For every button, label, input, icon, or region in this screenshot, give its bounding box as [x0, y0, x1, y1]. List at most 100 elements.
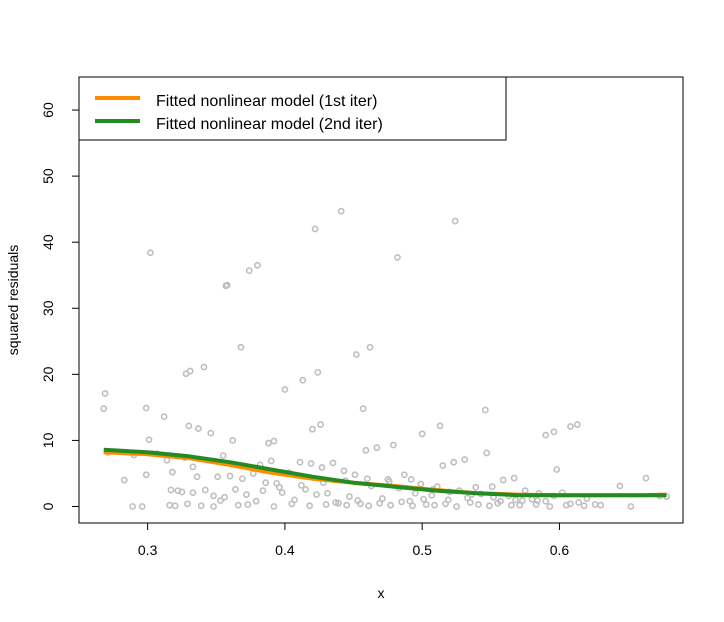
data-point [313, 491, 320, 498]
x-tick-label: 0.5 [412, 542, 432, 558]
data-point [262, 479, 270, 487]
data-point [189, 463, 197, 471]
data-point [453, 503, 460, 510]
data-point [546, 503, 554, 510]
data-point [216, 497, 224, 504]
legend: Fitted nonlinear model (1st iter) Fitted… [78, 76, 507, 141]
data-point [575, 499, 583, 506]
data-point [324, 489, 331, 497]
data-point [418, 430, 426, 438]
data-point [417, 480, 425, 488]
data-point [308, 425, 316, 433]
y-tick-label: 10 [40, 432, 56, 448]
data-point [322, 501, 330, 508]
data-point [428, 491, 436, 499]
data-point [270, 437, 278, 445]
y-axis: 0 10 20 30 40 50 60 [40, 102, 80, 510]
data-point [219, 452, 227, 460]
data-point [245, 267, 253, 274]
data-point [302, 485, 309, 493]
data-point [193, 473, 201, 481]
data-point [483, 449, 491, 457]
data-point [337, 207, 345, 215]
data-point [238, 475, 246, 483]
data-point [229, 437, 237, 444]
data-point [512, 496, 519, 504]
data-point [244, 501, 252, 508]
data-point [481, 406, 489, 414]
data-point [195, 425, 202, 432]
y-tick-label: 60 [40, 102, 56, 118]
data-point [591, 501, 599, 508]
data-point [234, 501, 242, 509]
data-point [553, 466, 561, 473]
data-point [100, 405, 108, 413]
x-axis-label: x [378, 585, 385, 601]
y-tick-label: 30 [40, 300, 56, 316]
data-point [499, 476, 507, 484]
data-point [252, 497, 260, 505]
data-point [442, 500, 449, 508]
data-point [223, 281, 231, 289]
data-point [475, 501, 482, 508]
data-point [166, 501, 173, 509]
data-point [406, 497, 414, 505]
data-point [197, 502, 205, 510]
data-point [521, 487, 529, 495]
data-point [542, 431, 550, 439]
data-point [142, 404, 150, 412]
data-point [567, 423, 574, 430]
data-point [314, 368, 322, 376]
data-point [281, 386, 289, 393]
data-point [562, 501, 570, 509]
x-tick-label: 0.3 [138, 542, 158, 558]
data-point [516, 501, 524, 509]
data-point [376, 499, 384, 507]
data-point [422, 501, 430, 508]
data-point [267, 457, 275, 465]
y-tick-label: 40 [40, 234, 56, 250]
series-line-1 [103, 450, 667, 498]
data-point [411, 489, 419, 497]
x-tick-label: 0.6 [550, 542, 570, 558]
x-axis: 0.3 0.4 0.5 0.6 [138, 522, 570, 558]
data-point [439, 462, 447, 469]
data-point [352, 351, 360, 358]
data-point [409, 502, 416, 510]
data-point [207, 429, 215, 437]
data-point [466, 499, 474, 506]
data-point [311, 225, 319, 233]
data-point [299, 376, 307, 384]
legend-box [78, 76, 507, 141]
data-point [362, 446, 370, 454]
data-point [145, 436, 153, 444]
data-point [378, 495, 386, 502]
data-point [237, 343, 245, 351]
scatter-points [100, 207, 670, 510]
data-point [129, 503, 136, 510]
data-point [472, 483, 480, 491]
data-point [171, 502, 179, 510]
data-point [518, 497, 526, 504]
x-tick-label: 0.4 [275, 542, 295, 558]
data-point [278, 489, 286, 497]
data-point [232, 485, 239, 493]
data-point [366, 343, 374, 351]
y-tick-label: 0 [40, 502, 56, 510]
data-point [464, 494, 471, 502]
data-point [365, 502, 373, 510]
data-point [431, 501, 438, 509]
data-point [163, 456, 171, 464]
data-point [210, 503, 217, 510]
data-point [534, 497, 541, 504]
data-point [346, 493, 353, 500]
data-point [486, 502, 493, 510]
data-point [296, 458, 304, 466]
data-point [461, 456, 469, 463]
data-point [329, 459, 337, 467]
data-point [340, 467, 348, 475]
data-point [573, 421, 581, 428]
data-point [142, 471, 150, 479]
data-point [597, 501, 605, 509]
